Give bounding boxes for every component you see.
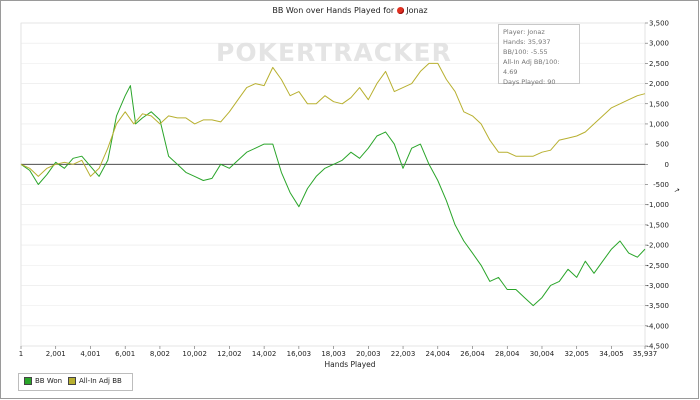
x-tick-label: 6,001 xyxy=(115,350,135,358)
x-tick-label: 22,003 xyxy=(391,350,416,358)
x-tick-label: 12,002 xyxy=(217,350,242,358)
y-axis-marker-icon: → xyxy=(672,186,681,196)
x-tick-label: 30,004 xyxy=(530,350,555,358)
x-tick-label: 35,937 xyxy=(633,350,658,358)
x-tick-label: 14,002 xyxy=(252,350,277,358)
y-tick-label: -1,500 xyxy=(646,221,669,229)
axis-layer: -4,500 -4,000 -3,500 -3,000 -2,500 -2,000 -1,5… xyxy=(19,20,682,359)
y-tick-label: -500 xyxy=(653,181,669,189)
y-tick-label: -3,500 xyxy=(646,302,669,310)
player-flag-icon xyxy=(397,7,405,14)
legend-swatch-allin xyxy=(68,377,76,385)
info-days-played: Days Played: 90 xyxy=(503,78,556,86)
legend-label-bb-won: BB Won xyxy=(35,377,63,385)
legend-swatch-bb-won xyxy=(24,377,32,385)
x-tick-label: 8,002 xyxy=(150,350,170,358)
x-tick-label: 10,002 xyxy=(182,350,207,358)
series-layer xyxy=(20,62,646,307)
y-tick-label: -4,000 xyxy=(646,322,669,330)
y-tick-label: -3,000 xyxy=(646,282,669,290)
x-tick-label: 1 xyxy=(19,350,23,358)
x-tick-label: 4,001 xyxy=(80,350,100,358)
x-tick-label: 24,004 xyxy=(426,350,451,358)
info-bb100: BB/100: -5.55 xyxy=(503,48,548,56)
y-tick-label: 1,500 xyxy=(649,100,669,108)
legend-label-allin: All-In Adj BB xyxy=(79,377,122,385)
y-tick-label: -4,500 xyxy=(646,343,669,351)
x-tick-label: 20,003 xyxy=(356,350,381,358)
y-tick-label: 0 xyxy=(665,161,669,169)
chart-title-player: Jonaz xyxy=(406,6,428,15)
x-tick-label: 18,003 xyxy=(321,350,346,358)
info-hands: Hands: 35,937 xyxy=(503,38,551,46)
series-line-all-in-adj-bb xyxy=(20,62,646,177)
y-tick-label: 2,000 xyxy=(649,80,669,88)
chart-title-text: BB Won over Hands Played for xyxy=(272,6,395,15)
x-tick-label: 34,005 xyxy=(599,350,624,358)
stats-info-box: Player: Jonaz Hands: 35,937 BB/100: -5.5… xyxy=(498,24,580,86)
legend-item-allin[interactable]: All-In Adj BB xyxy=(68,377,122,385)
y-tick-label: 3,000 xyxy=(649,40,669,48)
info-player: Player: Jonaz xyxy=(503,28,545,36)
y-tick-label: 2,500 xyxy=(649,60,669,68)
x-tick-label: 16,003 xyxy=(287,350,312,358)
y-tick-label: 500 xyxy=(656,141,669,149)
chart-legend: BB Won All-In Adj BB xyxy=(18,373,133,391)
y-tick-label: 1,000 xyxy=(649,120,669,128)
info-allin-bb100: All-In Adj BB/100: 4.69 xyxy=(503,58,560,76)
pokertracker-watermark: POKERTRACKER xyxy=(216,38,452,67)
y-tick-label: -2,000 xyxy=(646,242,669,250)
x-axis-label: Hands Played xyxy=(324,360,376,369)
x-tick-label: 32,005 xyxy=(564,350,589,358)
y-tick-label: 3,500 xyxy=(649,20,669,28)
series-line-bb-won xyxy=(20,85,646,307)
x-tick-label: 28,004 xyxy=(495,350,520,358)
legend-item-bb-won[interactable]: BB Won xyxy=(24,377,62,385)
chart-title: BB Won over Hands Played for Jonaz xyxy=(0,6,700,15)
y-tick-label: -2,500 xyxy=(646,262,669,270)
x-tick-label: 26,004 xyxy=(460,350,485,358)
x-tick-label: 2,001 xyxy=(46,350,66,358)
y-tick-label: -1,000 xyxy=(646,201,669,209)
